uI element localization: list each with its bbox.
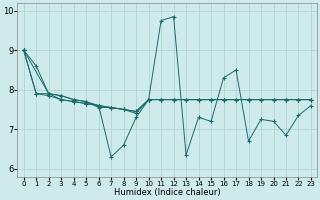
X-axis label: Humidex (Indice chaleur): Humidex (Indice chaleur)	[114, 188, 221, 197]
